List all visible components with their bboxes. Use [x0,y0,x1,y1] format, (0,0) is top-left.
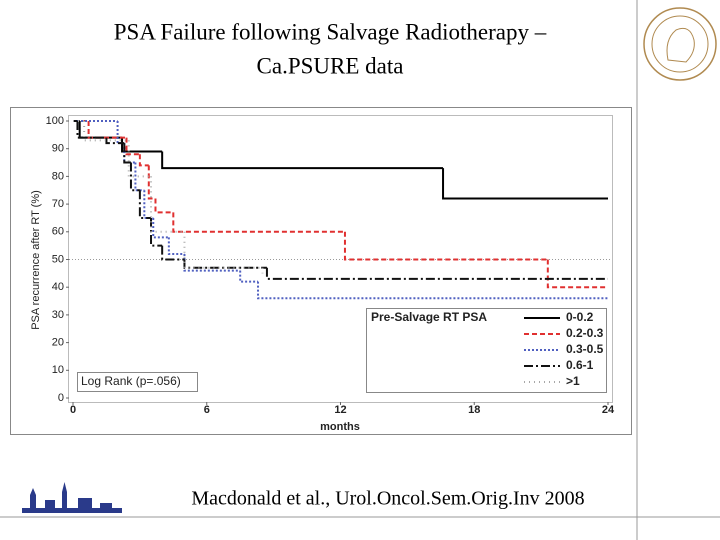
x-tick-label: 12 [334,404,346,416]
step-segment [127,140,152,178]
y-tick-label: 10 [52,364,64,376]
step-segment [76,121,107,139]
legend-title: Pre-Salvage RT PSA [371,310,487,324]
slide-title: PSA Failure following Salvage Radiothera… [114,19,547,44]
step-segment [161,151,444,170]
step-segment [154,198,174,214]
legend-label: 0-0.2 [566,310,594,324]
step-segment [150,217,163,247]
slide-title: Ca.PSURE data [257,53,404,78]
step-segment [167,237,185,255]
x-tick-label: 18 [468,404,480,416]
step-segment [152,217,169,239]
y-tick-label: 80 [52,170,64,182]
skyline-icon [22,482,122,513]
y-axis-label: PSA recurrence after RT (%) [30,190,42,330]
step-segment [125,137,140,156]
step-segment [257,281,608,300]
y-tick-label: 100 [46,115,64,127]
y-tick-label: 20 [52,337,64,349]
y-tick-label: 30 [52,309,64,321]
step-segment [546,259,608,289]
logo [643,7,717,81]
y-tick-label: 60 [52,226,64,238]
annotation: Log Rank (p=.056) [81,374,181,388]
x-tick-label: 0 [70,404,76,416]
y-tick-label: 40 [52,281,64,293]
y-tick-label: 90 [52,143,64,155]
step-segment [161,245,185,261]
step-segment [147,165,156,200]
step-segment [265,267,608,280]
x-tick-label: 24 [602,404,615,416]
citation: Macdonald et al., Urol.Oncol.Sem.Orig.In… [191,488,584,510]
step-segment [123,143,131,164]
legend-label: 0.2-0.3 [566,326,604,340]
annotation-box [77,372,198,392]
step-segment [134,162,145,192]
step-segment [343,231,548,261]
step-segment [105,137,125,145]
y-tick-label: 70 [52,198,64,210]
y-tick-label: 0 [58,392,64,404]
step-segment [87,121,127,139]
legend-label: >1 [566,374,580,388]
legend-box [366,308,607,393]
step-segment [172,212,345,233]
step-segment [150,176,185,233]
legend-label: 0.3-0.5 [566,342,604,356]
step-segment [138,190,152,219]
legend-label: 0.6-1 [566,358,594,372]
step-segment [442,168,608,200]
x-axis-label: months [320,421,360,433]
y-tick-label: 50 [52,253,64,265]
step-segment [138,154,149,167]
x-tick-label: 6 [204,404,210,416]
chart: 0 10 20 30 40 50 60 70 80 90 100 0 6 12 18 24 months PSA … [30,115,615,433]
